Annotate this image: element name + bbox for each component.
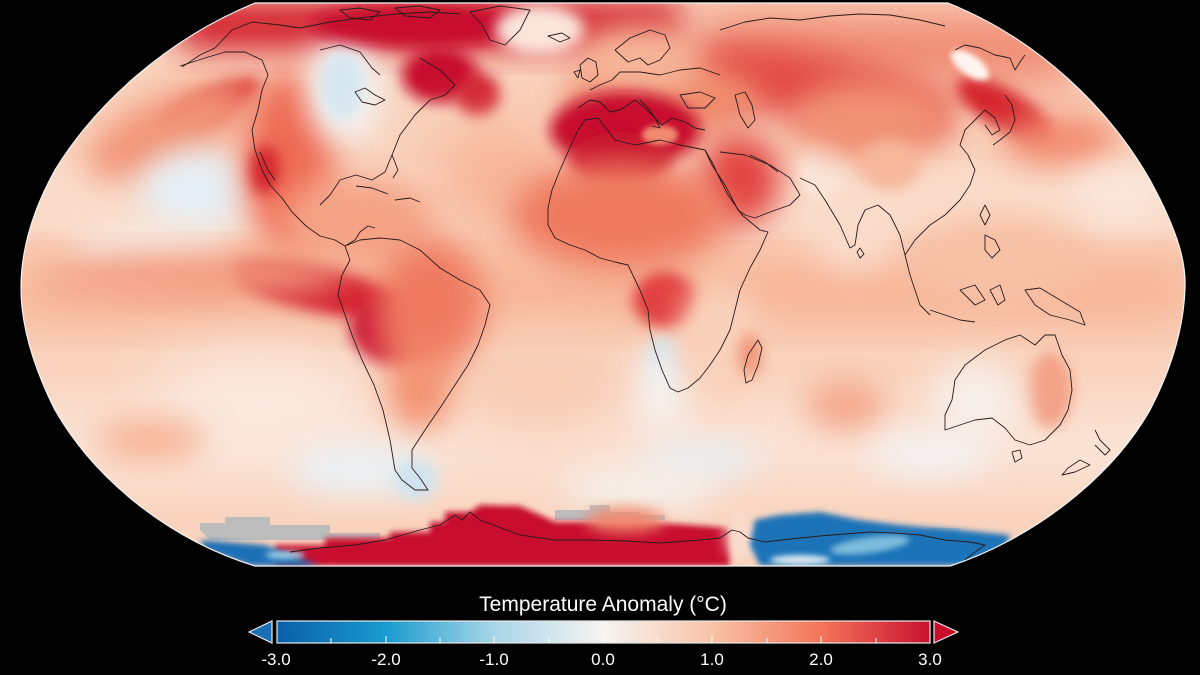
anomaly-field [21, 3, 1186, 566]
colorbar-tick-label: 0.0 [591, 650, 615, 669]
colorbar-tick-label: -1.0 [479, 650, 509, 669]
world-map [20, 2, 1186, 567]
colorbar-title: Temperature Anomaly (°C) [479, 593, 727, 616]
colorbar-tick-label: 3.0 [918, 650, 942, 669]
globe-outline [20, 2, 1186, 567]
colorbar-tick-label: -2.0 [371, 650, 401, 669]
colorbar-tick-label: 2.0 [809, 650, 833, 669]
colorbar-ticks [330, 636, 877, 643]
colorbar-tick-label: 1.0 [700, 650, 724, 669]
coastlines [179, 5, 1111, 561]
colorbar [247, 620, 960, 644]
triangle-right-extend-icon [933, 620, 960, 644]
triangle-left-extend-icon [247, 620, 273, 644]
colorbar-tick-label: -3.0 [261, 650, 291, 669]
